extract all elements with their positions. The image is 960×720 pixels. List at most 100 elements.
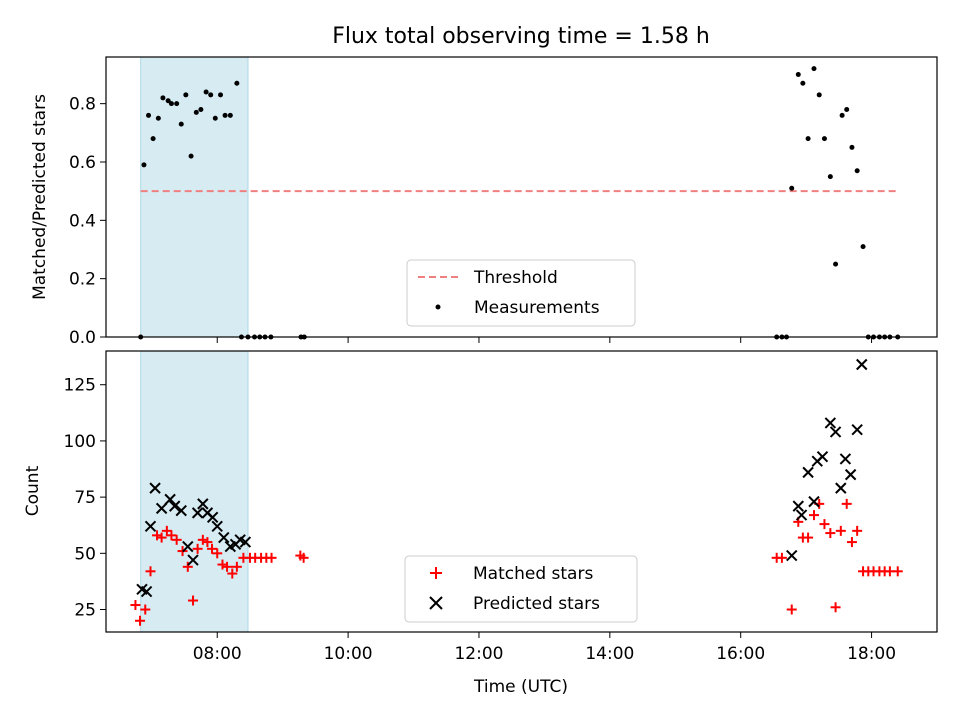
measurement-point — [795, 72, 801, 77]
measurement-point — [811, 66, 817, 72]
x-stroke-b — [851, 423, 863, 436]
count-panel-xlabel: Time (UTC) — [473, 677, 568, 697]
measurement-point — [160, 95, 166, 101]
measurement-point — [141, 162, 147, 168]
measurement-point — [816, 92, 822, 98]
measurement-point — [860, 244, 866, 250]
predicted-star-point — [182, 540, 194, 553]
x-tick-label: 14:00 — [585, 644, 634, 664]
count-legend: Matched stars Predicted stars — [404, 555, 638, 623]
x-stroke-b — [835, 482, 847, 494]
predicted-star-point — [218, 531, 230, 544]
y-tick-label: 0.0 — [69, 328, 96, 348]
shaded-span — [140, 56, 249, 338]
measurement-point — [208, 92, 214, 98]
matched-star-point — [231, 561, 242, 572]
matched-star-point — [130, 600, 141, 611]
matched-star-point — [152, 530, 163, 541]
x-stroke-b — [155, 502, 168, 515]
measurement-point — [833, 261, 839, 267]
predicted-star-point — [197, 498, 209, 510]
predicted-star-point — [140, 585, 153, 598]
legend-measurement-swatch — [435, 304, 441, 310]
observing-window-band-bottom — [140, 350, 249, 633]
measurement-point — [821, 136, 827, 142]
matched-star-point — [803, 532, 814, 543]
predicted-star-point — [191, 507, 204, 519]
predicted-star-point — [155, 502, 168, 515]
y-tick-label: 50 — [74, 544, 96, 564]
x-tick-label: 16:00 — [716, 644, 765, 664]
predicted-star-point — [839, 453, 852, 465]
x-stroke-b — [839, 453, 852, 465]
measurement-point — [789, 185, 795, 191]
x-stroke-b — [206, 511, 219, 524]
matched-star-point — [212, 548, 223, 559]
measurement-point — [849, 144, 855, 150]
x-stroke-b — [191, 507, 204, 519]
x-stroke-b — [844, 468, 857, 481]
y-tick-label: 25 — [74, 601, 96, 621]
matched-star-point — [140, 604, 151, 615]
predicted-star-point — [816, 450, 829, 463]
ratio-panel-ticks: 0.0 0.2 0.4 0.6 0.8 — [69, 95, 873, 348]
predicted-star-point — [149, 482, 161, 494]
predicted-star-point — [206, 511, 219, 524]
matched-star-point — [161, 525, 172, 536]
x-stroke-b — [795, 509, 808, 521]
measurement-point — [234, 80, 240, 86]
matched-star-point — [135, 615, 146, 626]
x-stroke-b — [182, 540, 194, 553]
matched-star-point — [830, 602, 841, 613]
y-tick-label: 0.6 — [69, 153, 96, 173]
measurement-point — [854, 168, 860, 174]
shaded-span — [140, 350, 249, 633]
x-tick-label: 18:00 — [847, 644, 896, 664]
predicted-star-point — [829, 426, 842, 438]
predicted-star-point — [851, 423, 863, 436]
x-stroke-b — [234, 534, 246, 546]
ratio-panel-ylabel: Matched/Predicted stars — [30, 94, 50, 300]
predicted-star-point — [835, 482, 847, 494]
x-stroke-b — [187, 554, 199, 566]
matched-star-point — [808, 510, 819, 521]
x-stroke-b — [792, 500, 804, 512]
predicted-star-point — [786, 549, 798, 562]
matched-star-point — [892, 566, 903, 577]
x-stroke-b — [829, 426, 842, 438]
matched-star-point — [786, 604, 797, 615]
matched-star-point — [841, 498, 852, 509]
measurement-point — [193, 109, 199, 115]
matched-star-point — [188, 595, 199, 606]
x-stroke-b — [786, 549, 798, 562]
matched-star-point — [207, 543, 218, 554]
matched-star-point — [197, 534, 208, 545]
chart-title: Flux total observing time = 1.58 h — [332, 24, 710, 49]
measurement-point — [203, 89, 209, 95]
predicted-star-point — [824, 417, 837, 429]
matched-star-point — [227, 568, 238, 579]
matched-star-point — [776, 552, 787, 563]
matched-star-point — [835, 525, 846, 536]
predicted-star-point — [168, 500, 181, 512]
predicted-star-point — [792, 500, 804, 512]
measurement-point — [805, 136, 811, 142]
ratio-panel-marks — [138, 66, 901, 340]
y-tick-label: 0.8 — [69, 95, 96, 115]
matched-star-point — [846, 537, 857, 548]
measurement-point — [174, 101, 180, 107]
x-stroke-b — [824, 417, 837, 429]
legend-predicted-swatch — [429, 596, 443, 610]
count-panel-marks — [130, 358, 903, 626]
predicted-star-point — [844, 468, 857, 481]
x-stroke-b — [175, 504, 187, 517]
x-stroke-b — [808, 495, 820, 508]
matched-star-point — [182, 561, 193, 572]
y-tick-label: 125 — [64, 376, 96, 396]
measurement-point — [227, 112, 233, 118]
measurement-point — [183, 92, 189, 98]
measurement-point — [150, 136, 156, 142]
predicted-star-point — [795, 509, 808, 521]
measurement-point — [212, 115, 218, 121]
